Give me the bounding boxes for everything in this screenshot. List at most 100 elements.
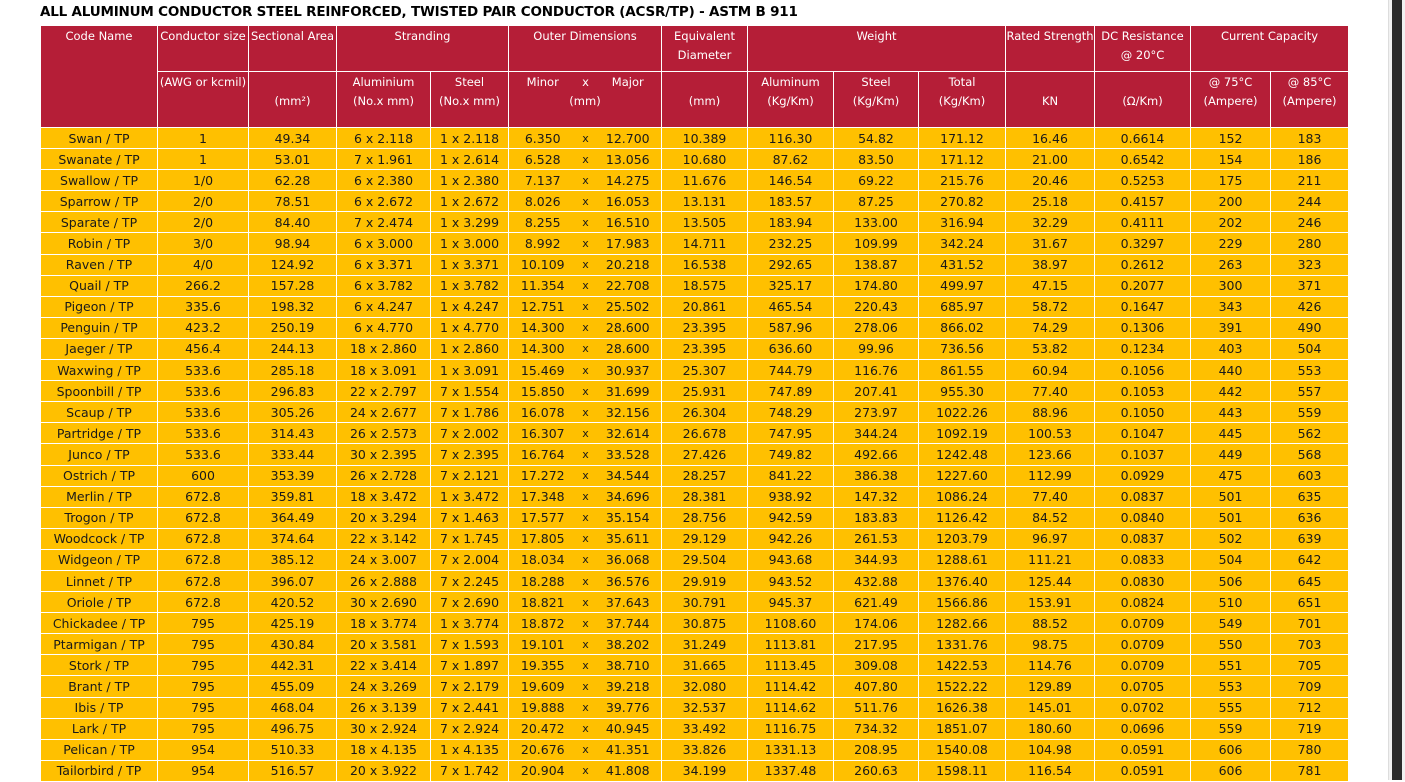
value-cell: 26 x 2.728 — [336, 464, 431, 487]
value-cell: 18.575 — [661, 274, 748, 297]
value-cell: 19.355 — [508, 654, 577, 677]
value-cell: 60.94 — [1005, 359, 1096, 382]
value-cell: 672.8 — [157, 506, 249, 529]
value-cell: 954 — [157, 759, 249, 782]
value-cell: 207.41 — [833, 380, 919, 403]
value-cell: 316.94 — [917, 211, 1007, 234]
value-cell: 1 x 3.774 — [430, 612, 509, 635]
value-cell: 0.3297 — [1094, 232, 1192, 255]
value-cell: 7 x 1.745 — [430, 527, 509, 550]
value-cell: 8.026 — [508, 190, 577, 213]
header-cell — [1094, 71, 1192, 92]
value-cell: 425.19 — [248, 612, 337, 635]
value-cell: 1 — [157, 148, 249, 171]
value-cell: 0.1047 — [1094, 422, 1192, 445]
table-row: Sparrow / TP 2/0 78.51 6 x 2.672 1 x 2.672 8.… — [40, 190, 1350, 213]
value-cell: 603 — [1270, 464, 1350, 487]
table-title: ALL ALUMINUM CONDUCTOR STEEL REINFORCED,… — [40, 4, 798, 20]
separator-cell: x — [576, 295, 595, 318]
value-cell: 432.88 — [833, 569, 919, 593]
value-cell: 32.614 — [594, 422, 662, 445]
value-cell: 54.82 — [833, 126, 919, 150]
value-cell: 0.4157 — [1094, 190, 1192, 213]
separator-cell: x — [576, 380, 595, 403]
value-cell: 18 x 2.860 — [336, 337, 431, 361]
value-cell: 32.156 — [594, 401, 662, 424]
value-cell: 16.764 — [508, 443, 577, 466]
value-cell: 1331.76 — [917, 633, 1007, 656]
table-row: Chickadee / TP 795 425.19 18 x 3.774 1 x 3.7… — [40, 612, 1350, 635]
value-cell: 0.1050 — [1094, 401, 1192, 424]
value-cell: 273.97 — [833, 401, 919, 424]
value-cell: 24 x 2.677 — [336, 401, 431, 424]
separator-cell: x — [576, 633, 595, 656]
table-row: Junco / TP 533.6 333.44 30 x 2.395 7 x 2.395… — [40, 443, 1350, 466]
value-cell: 14.300 — [508, 337, 577, 361]
value-cell: 270.82 — [917, 190, 1007, 213]
value-cell: 553 — [1190, 675, 1272, 698]
code-name-cell: Scaup / TP — [40, 401, 158, 424]
value-cell: 25.502 — [594, 295, 662, 318]
value-cell: 25.18 — [1005, 190, 1096, 213]
value-cell: 40.945 — [594, 717, 662, 740]
table-row: Swallow / TP 1/0 62.28 6 x 2.380 1 x 2.380 7.… — [40, 169, 1350, 192]
value-cell: 53.82 — [1005, 337, 1096, 361]
separator-cell: x — [576, 569, 595, 593]
value-cell: 0.6542 — [1094, 148, 1192, 171]
value-cell: 69.22 — [833, 169, 919, 192]
value-cell: 0.1037 — [1094, 443, 1192, 466]
value-cell: 568 — [1270, 443, 1350, 466]
value-cell: 342.24 — [917, 232, 1007, 255]
value-cell: 16.307 — [508, 422, 577, 445]
header-cell: (AWG or kcmil) — [157, 71, 249, 128]
separator-cell: x — [576, 232, 595, 255]
header-cell: (Kg/Km) — [747, 92, 834, 128]
value-cell: 1288.61 — [917, 548, 1007, 571]
value-cell: 18 x 3.774 — [336, 612, 431, 635]
value-cell: 1 x 3.371 — [430, 253, 509, 276]
value-cell: 157.28 — [248, 274, 337, 297]
value-cell: 780 — [1270, 738, 1350, 761]
value-cell: 183.83 — [833, 506, 919, 529]
value-cell: 186 — [1270, 148, 1350, 171]
code-name-cell: Partridge / TP — [40, 422, 158, 445]
value-cell: 0.0591 — [1094, 738, 1192, 761]
header-cell: (mm²) — [248, 92, 337, 128]
value-cell: 7 x 2.690 — [430, 591, 509, 614]
value-cell: 550 — [1190, 633, 1272, 656]
table-row: Lark / TP 795 496.75 30 x 2.924 7 x 2.924 20.… — [40, 717, 1350, 740]
value-cell: 1331.13 — [747, 738, 834, 761]
separator-cell: x — [576, 696, 595, 719]
table-row: Raven / TP 4/0 124.92 6 x 3.371 1 x 3.371 10.… — [40, 253, 1350, 276]
value-cell: 443 — [1190, 401, 1272, 424]
table-row: Scaup / TP 533.6 305.26 24 x 2.677 7 x 1.786… — [40, 401, 1350, 424]
scrollbar-thumb[interactable] — [1392, 0, 1402, 780]
scrollbar[interactable] — [1388, 0, 1405, 780]
value-cell: 10.389 — [661, 126, 748, 150]
value-cell: 100.53 — [1005, 422, 1096, 445]
value-cell: 30.791 — [661, 591, 748, 614]
header-cell — [661, 71, 748, 92]
value-cell: 719 — [1270, 717, 1350, 740]
value-cell: 17.272 — [508, 464, 577, 487]
value-cell: 942.59 — [747, 506, 834, 529]
header-cell: Major — [594, 71, 662, 92]
code-name-cell: Oriole / TP — [40, 591, 158, 614]
value-cell: 84.40 — [248, 211, 337, 234]
header-cell: Minor — [508, 71, 577, 92]
value-cell: 14.300 — [508, 316, 577, 339]
code-name-cell: Lark / TP — [40, 717, 158, 740]
value-cell: 636 — [1270, 506, 1350, 529]
value-cell: 22.708 — [594, 274, 662, 297]
value-cell: 28.257 — [661, 464, 748, 487]
value-cell: 0.1234 — [1094, 337, 1192, 361]
value-cell: 25.931 — [661, 380, 748, 403]
code-name-cell: Merlin / TP — [40, 485, 158, 508]
value-cell: 29.129 — [661, 527, 748, 550]
value-cell: 217.95 — [833, 633, 919, 656]
table-row: Penguin / TP 423.2 250.19 6 x 4.770 1 x 4.77… — [40, 316, 1350, 339]
value-cell: 1 x 3.472 — [430, 485, 509, 508]
header-cell: Steel — [833, 71, 919, 92]
value-cell: 490 — [1270, 316, 1350, 339]
value-cell: 942.26 — [747, 527, 834, 550]
